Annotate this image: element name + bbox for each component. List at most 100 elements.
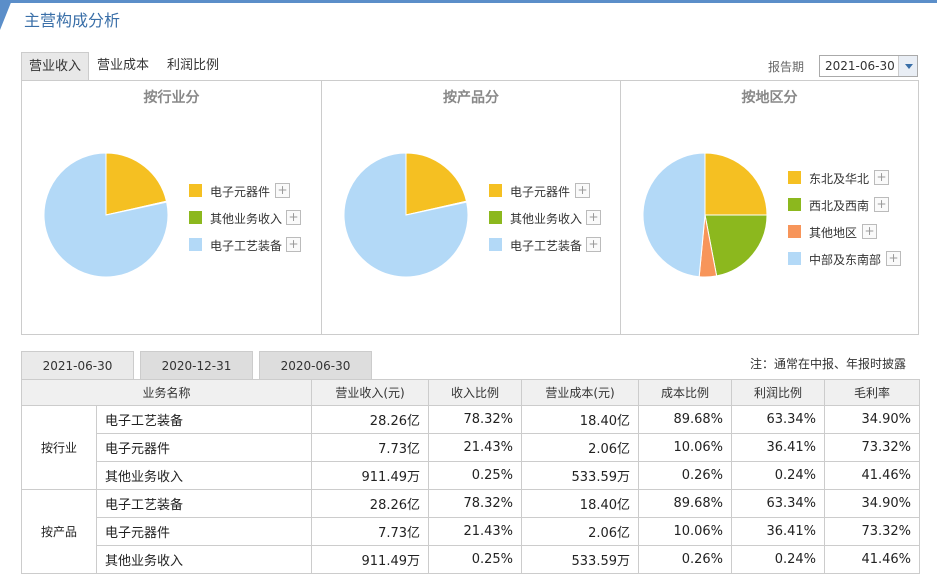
- expand-plus-icon[interactable]: +: [886, 251, 901, 266]
- legend-swatch: [788, 198, 801, 211]
- tab-profit[interactable]: 利润比例: [166, 58, 219, 73]
- value-cell: 18.40亿: [521, 405, 640, 434]
- period-label: 报告期: [768, 60, 805, 74]
- value-cell: 0.26%: [638, 545, 733, 574]
- value-cell: 533.59万: [521, 545, 640, 574]
- column-header: 成本比例: [638, 379, 733, 406]
- value-cell: 89.68%: [638, 489, 733, 518]
- expand-plus-icon[interactable]: +: [286, 210, 301, 225]
- business-name-cell: 电子元器件: [95, 517, 313, 546]
- value-cell: 10.06%: [638, 517, 733, 546]
- value-cell: 36.41%: [731, 433, 826, 462]
- legend-label: 西北及西南: [809, 199, 870, 213]
- pie-chart-industry: [43, 152, 169, 278]
- value-cell: 36.41%: [731, 517, 826, 546]
- value-cell: 89.68%: [638, 405, 733, 434]
- table-row: 其他业务收入 911.49万 0.25% 533.59万 0.26% 0.24% 41.46…: [22, 545, 921, 574]
- chart-title: 按产品分: [443, 90, 499, 106]
- table-row: 电子元器件 7.73亿 21.43% 2.06亿 10.06% 36.41% 73.32%: [22, 433, 921, 462]
- period-value: 2021-06-30: [825, 59, 895, 73]
- legend-swatch: [189, 211, 202, 224]
- chevron-down-icon[interactable]: [898, 56, 917, 76]
- pie-slice[interactable]: [43, 152, 169, 278]
- value-cell: 7.73亿: [311, 433, 430, 462]
- chart-panel-industry: 按行业分 电子元器件 + 其他业务收入 + 电子工艺装备 +: [22, 81, 321, 334]
- period-select[interactable]: 2021-06-30: [819, 55, 918, 77]
- legend-swatch: [788, 252, 801, 265]
- pie-slice[interactable]: [704, 214, 768, 277]
- title-corner-decoration: [0, 0, 12, 30]
- legend-label: 其他业务收入: [510, 212, 583, 226]
- column-header: 利润比例: [731, 379, 826, 406]
- value-cell: 911.49万: [311, 461, 430, 490]
- value-cell: 34.90%: [824, 489, 921, 518]
- tab-date-2020-12-31[interactable]: 2020-12-31: [140, 351, 253, 379]
- business-name-cell: 电子工艺装备: [95, 489, 313, 518]
- expand-plus-icon[interactable]: +: [874, 170, 889, 185]
- value-cell: 0.25%: [428, 461, 523, 490]
- value-cell: 0.25%: [428, 545, 523, 574]
- tab-date-2020-06-30[interactable]: 2020-06-30: [259, 351, 372, 379]
- business-name-cell: 电子元器件: [95, 433, 313, 462]
- charts-area: 按行业分 电子元器件 + 其他业务收入 + 电子工艺装备 + 按产品分: [21, 80, 919, 335]
- column-header: 业务名称: [20, 379, 313, 406]
- table-row: 按行业 电子工艺装备 28.26亿 78.32% 18.40亿 89.68% 63.34% 3…: [21, 405, 921, 490]
- expand-plus-icon[interactable]: +: [874, 197, 889, 212]
- legend-swatch: [489, 238, 502, 251]
- legend-label: 电子元器件: [510, 185, 571, 199]
- value-cell: 63.34%: [731, 405, 826, 434]
- tab-revenue[interactable]: 营业收入: [21, 52, 89, 80]
- column-header: 毛利率: [824, 379, 921, 406]
- chart-panel-region: 按地区分 东北及华北 + 西北及西南 + 其他地区 + 中部及东南部 +: [620, 81, 918, 334]
- table-row: 其他业务收入 911.49万 0.25% 533.59万 0.26% 0.24% 41.46…: [22, 461, 921, 490]
- expand-plus-icon[interactable]: +: [862, 224, 877, 239]
- pie-slice[interactable]: [704, 152, 768, 216]
- column-header: 营业成本(元): [521, 379, 640, 406]
- value-cell: 0.24%: [731, 461, 826, 490]
- expand-plus-icon[interactable]: +: [286, 237, 301, 252]
- legend-swatch: [489, 184, 502, 197]
- legend-swatch: [788, 171, 801, 184]
- disclosure-note: 注：通常在中报、年报时披露: [750, 357, 907, 371]
- value-cell: 2.06亿: [521, 517, 640, 546]
- legend-label: 中部及东南部: [809, 253, 882, 267]
- value-cell: 0.24%: [731, 545, 826, 574]
- expand-plus-icon[interactable]: +: [575, 183, 590, 198]
- pie-slice[interactable]: [105, 152, 168, 216]
- pie-slice[interactable]: [642, 152, 706, 278]
- value-cell: 34.90%: [824, 405, 921, 434]
- chart-title: 按行业分: [143, 90, 200, 106]
- tab-cost[interactable]: 营业成本: [96, 58, 149, 73]
- value-cell: 41.46%: [824, 545, 921, 574]
- column-header: 营业收入(元): [311, 379, 430, 406]
- page-title: 主营构成分析: [24, 11, 121, 30]
- table-row: 按产品 电子工艺装备 28.26亿 78.32% 18.40亿 89.68% 63.34% 3…: [21, 489, 921, 574]
- value-cell: 28.26亿: [311, 405, 430, 434]
- value-cell: 533.59万: [521, 461, 640, 490]
- value-cell: 911.49万: [311, 545, 430, 574]
- group-label: 按产品: [21, 489, 97, 574]
- pie-slice[interactable]: [343, 152, 469, 278]
- composition-table: 业务名称 营业收入(元) 收入比例 营业成本(元) 成本比例 利润比例 毛利率 …: [20, 379, 921, 574]
- value-cell: 73.32%: [824, 433, 921, 462]
- chart-panel-product: 按产品分 电子元器件 + 其他业务收入 + 电子工艺装备 +: [321, 81, 620, 334]
- business-name-cell: 其他业务收入: [95, 461, 313, 490]
- expand-plus-icon[interactable]: +: [586, 210, 601, 225]
- expand-plus-icon[interactable]: +: [275, 183, 290, 198]
- legend-swatch: [489, 211, 502, 224]
- pie-chart-region: [642, 152, 768, 278]
- legend-label: 电子工艺装备: [510, 239, 583, 253]
- value-cell: 28.26亿: [311, 489, 430, 518]
- pie-chart-product: [343, 152, 469, 278]
- value-cell: 0.26%: [638, 461, 733, 490]
- pie-slice[interactable]: [405, 152, 468, 216]
- tab-date-2021-06-30[interactable]: 2021-06-30: [21, 351, 134, 379]
- value-cell: 18.40亿: [521, 489, 640, 518]
- expand-plus-icon[interactable]: +: [586, 237, 601, 252]
- title-bar: 主营构成分析: [0, 0, 937, 36]
- value-cell: 10.06%: [638, 433, 733, 462]
- table-row: 电子元器件 7.73亿 21.43% 2.06亿 10.06% 36.41% 73.32%: [22, 517, 921, 546]
- value-cell: 73.32%: [824, 517, 921, 546]
- value-cell: 78.32%: [428, 405, 523, 434]
- value-cell: 78.32%: [428, 489, 523, 518]
